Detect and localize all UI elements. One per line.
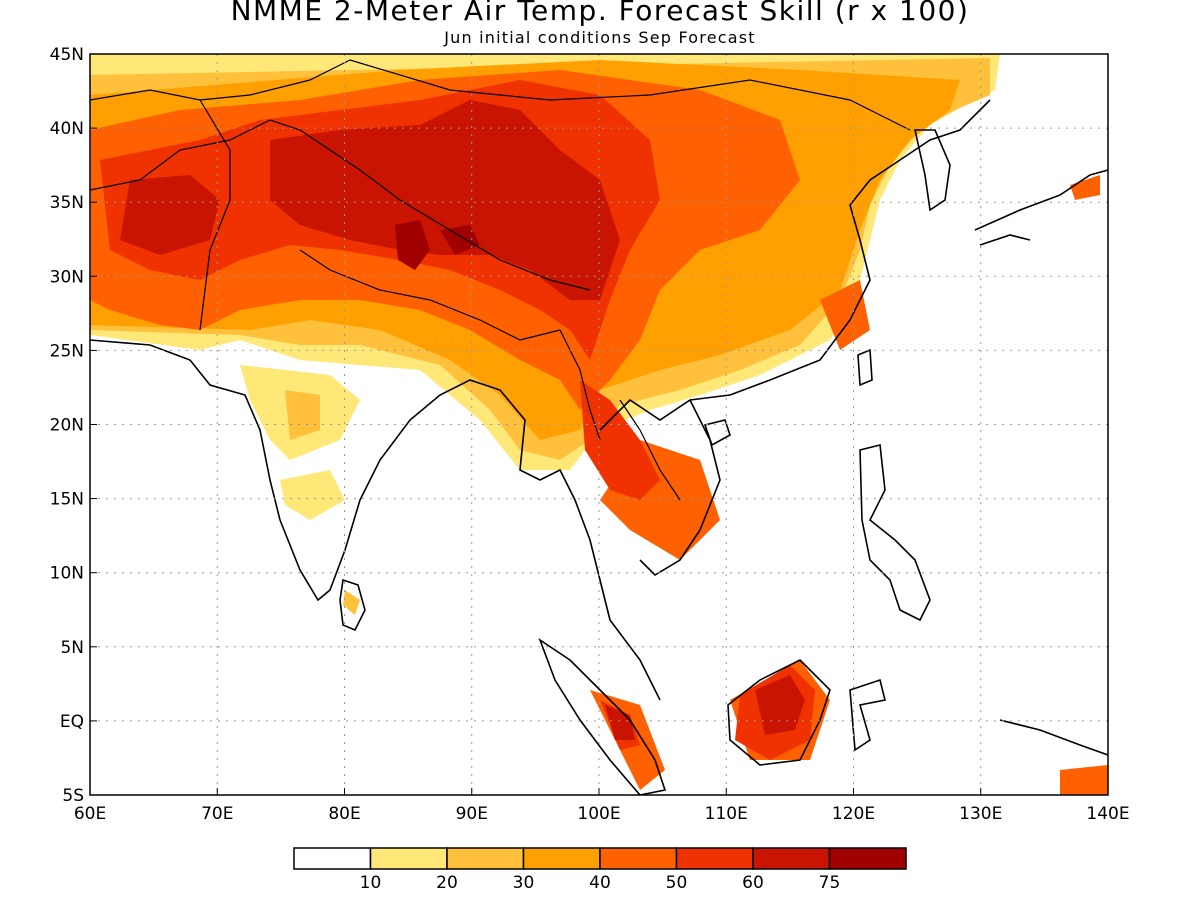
- colorbar-swatch: [522, 847, 601, 870]
- map-subtitle: Jun initial conditions Sep Forecast: [444, 28, 756, 47]
- colorbar-swatch: [446, 847, 525, 870]
- y-tick-label: EQ: [60, 712, 84, 732]
- x-tick-label: 120E: [832, 804, 875, 824]
- y-tick-label: 20N: [50, 416, 84, 436]
- colorbar-label: 40: [589, 873, 611, 893]
- map-grid: [90, 54, 1108, 795]
- coastlines: [90, 59, 1108, 795]
- colorbar-label: 20: [436, 873, 458, 893]
- x-tick-label: 70E: [201, 804, 233, 824]
- skill-level-7: [395, 220, 480, 270]
- x-tick-label: 100E: [577, 804, 620, 824]
- skill-level-6: [120, 100, 805, 740]
- colorbar-swatch: [599, 847, 678, 870]
- x-tick-label: 90E: [456, 804, 488, 824]
- y-tick-label: 35N: [50, 193, 84, 213]
- y-tick-label: 25N: [50, 341, 84, 361]
- y-tick-label: 5S: [62, 786, 84, 806]
- x-axis: 60E 70E 80E 90E 100E 110E 120E 130E 140E: [74, 788, 1130, 824]
- colorbar-swatch: [828, 847, 907, 870]
- y-tick-label: 30N: [50, 267, 84, 287]
- y-tick-label: 5N: [60, 638, 84, 658]
- colorbar-label: 60: [742, 873, 764, 893]
- x-tick-label: 140E: [1086, 804, 1129, 824]
- colorbar-label: 50: [666, 873, 688, 893]
- y-tick-label: 40N: [50, 119, 84, 139]
- y-tick-label: 15N: [50, 490, 84, 510]
- x-tick-label: 60E: [74, 804, 106, 824]
- y-tick-label: 45N: [50, 45, 84, 65]
- colorbar-label: 30: [513, 873, 535, 893]
- y-tick-label: 10N: [50, 564, 84, 584]
- colorbar-label: 10: [360, 873, 382, 893]
- colorbar: 10 20 30 40 50 60 75: [293, 847, 907, 893]
- x-tick-label: 80E: [328, 804, 360, 824]
- colorbar-swatch: [293, 847, 372, 870]
- colorbar-swatch: [675, 847, 754, 870]
- y-axis: 45N 40N 35N 30N 25N 20N 15N 10N 5N EQ 5S: [50, 45, 97, 806]
- x-tick-label: 130E: [959, 804, 1002, 824]
- x-tick-label: 110E: [705, 804, 748, 824]
- colorbar-label: 75: [819, 873, 841, 893]
- colorbar-swatch: [752, 847, 831, 870]
- colorbar-swatch: [369, 847, 448, 870]
- map-title: NMME 2-Meter Air Temp. Forecast Skill (r…: [230, 0, 970, 27]
